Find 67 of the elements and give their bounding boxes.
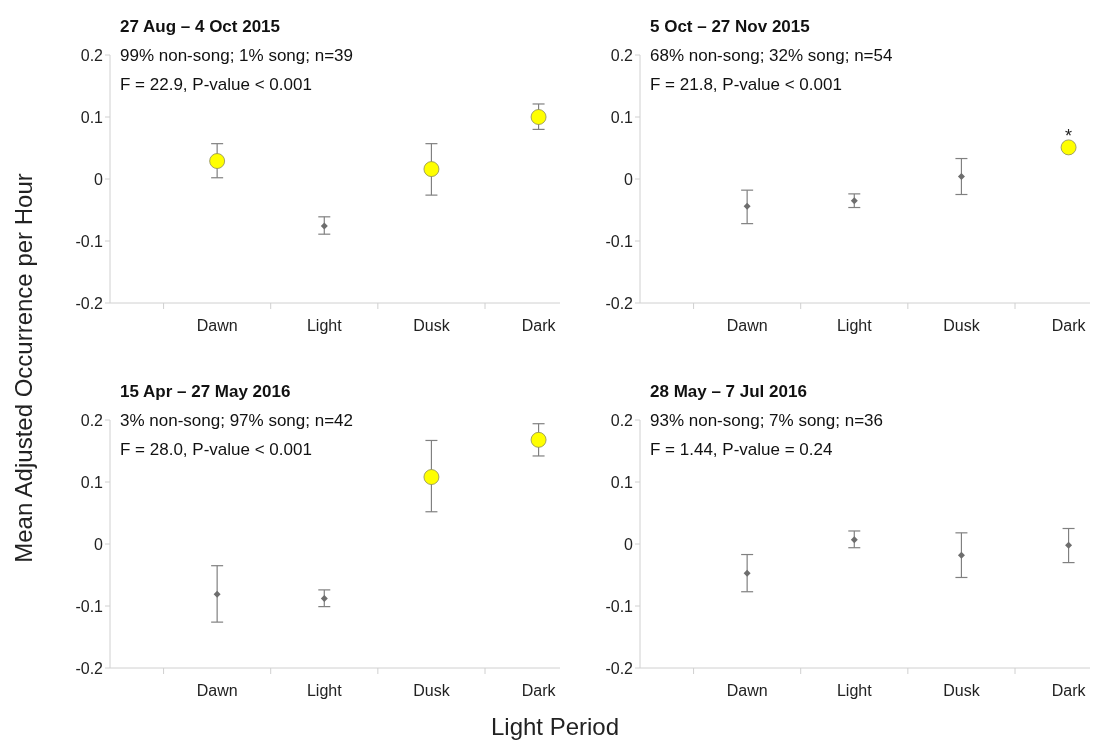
point [530,431,547,448]
point [1065,541,1073,549]
x-axis-title: Light Period [489,713,621,741]
y-tick-label: 0.1 [610,108,634,126]
point [743,202,751,210]
y-tick-label: 0 [94,170,104,188]
y-tick-label: 0.2 [610,411,634,429]
x-tick-label: Dusk [413,317,451,334]
chart-title: 5 Oct – 27 Nov 2015 [650,16,811,38]
y-tick-label: 0.2 [80,411,104,429]
x-tick-label: Dawn [196,682,238,699]
chart-subtitle: 99% non-song; 1% song; n=39 [120,45,353,67]
y-axis-title: Mean Adjusted Occurrence per Hour [10,173,38,563]
x-tick-label: Light [836,317,873,334]
chart-title: 27 Aug – 4 Oct 2015 [120,16,281,38]
annotation: F = 28.0, P-value < 0.001 [120,439,313,461]
y-tick-label: 0 [624,170,634,188]
annotation: F = 21.8, P-value < 0.001 [650,74,843,96]
x-tick-label: Dark [521,317,557,334]
x-tick-label: Dark [1051,682,1087,699]
y-tick-label: -0.1 [75,232,104,250]
point [530,109,547,125]
x-tick-label: Dark [521,682,557,699]
x-tick-label: Dusk [413,682,451,699]
y-tick-label: -0.2 [605,294,634,312]
x-tick-label: Dawn [726,682,768,699]
x-tick-label: Dusk [943,317,981,334]
y-tick-label: 0.2 [610,46,634,64]
point [743,569,751,577]
y-tick-label: -0.1 [605,232,634,250]
y-tick-label: -0.2 [75,294,104,312]
x-tick-label: Light [836,682,873,699]
annotation: F = 1.44, P-value = 0.24 [650,439,834,461]
chart-title: 28 May – 7 Jul 2016 [650,381,808,403]
y-tick-label: 0.1 [610,473,634,491]
point [320,222,328,230]
point [209,153,226,169]
x-tick-label: Dusk [943,682,981,699]
y-tick-label: 0.1 [80,473,104,491]
x-tick-label: Dark [1051,317,1087,334]
point [320,595,328,603]
x-tick-label: Light [306,317,343,334]
x-tick-label: Light [306,682,343,699]
y-tick-label: -0.2 [605,659,634,677]
point [423,469,440,485]
y-tick-label: 0 [624,535,634,553]
annotation: * [1065,125,1073,146]
y-tick-label: -0.1 [605,597,634,615]
point [1060,139,1077,156]
y-tick-label: 0.2 [80,46,104,64]
y-tick-label: 0.1 [80,108,104,126]
y-tick-label: -0.2 [75,659,104,677]
point [850,536,858,544]
x-tick-label: Dawn [726,317,768,334]
annotation: F = 22.9, P-value < 0.001 [120,74,313,96]
point [423,161,440,177]
y-tick-label: -0.1 [75,597,104,615]
point [213,590,221,598]
point [850,197,858,205]
point [957,173,965,181]
point [957,551,965,559]
chart-subtitle: 93% non-song; 7% song; n=36 [650,410,883,432]
y-tick-label: 0 [94,535,104,553]
chart-subtitle: 3% non-song; 97% song; n=42 [120,410,353,432]
x-tick-label: Dawn [196,317,238,334]
chart-subtitle: 68% non-song; 32% song; n=54 [650,45,893,67]
chart-title: 15 Apr – 27 May 2016 [120,381,292,403]
